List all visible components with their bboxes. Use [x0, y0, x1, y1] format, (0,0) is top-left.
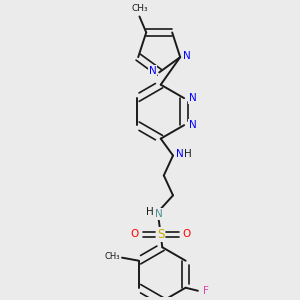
Text: N: N	[155, 209, 163, 219]
Text: N: N	[176, 149, 184, 159]
Text: S: S	[157, 228, 164, 241]
Text: N: N	[148, 66, 156, 76]
Text: O: O	[131, 229, 139, 239]
Text: N: N	[183, 51, 191, 61]
Text: F: F	[203, 286, 209, 296]
Text: N: N	[189, 120, 196, 130]
Text: CH₃: CH₃	[104, 252, 120, 261]
Text: CH₃: CH₃	[131, 4, 148, 13]
Text: N: N	[189, 93, 196, 103]
Text: O: O	[182, 229, 190, 239]
Text: H: H	[146, 207, 154, 217]
Text: H: H	[184, 149, 192, 159]
